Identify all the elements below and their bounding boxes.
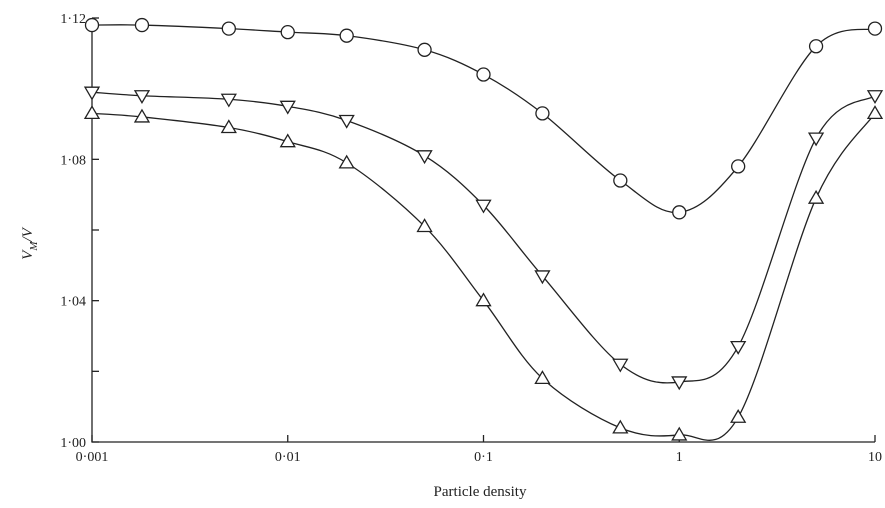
data-point-triangle-down	[612, 358, 629, 373]
data-point-circle	[134, 17, 150, 33]
x-tick-label: 10	[868, 450, 882, 465]
y-axis-ticks: 1·00 1·04 1·08 1·12	[60, 12, 99, 451]
data-point-triangle-down	[220, 93, 237, 108]
data-point-circle	[417, 42, 432, 57]
x-tick-label: 0·001	[76, 450, 109, 465]
series-line	[91, 112, 876, 441]
data-point-triangle-down	[534, 270, 551, 285]
y-tick-label: 1·08	[60, 153, 86, 168]
data-point-triangle-down	[133, 90, 151, 105]
data-point-triangle-up	[730, 408, 747, 423]
series-group	[83, 17, 884, 441]
series-triangle-down	[83, 86, 884, 391]
data-point-circle	[731, 159, 746, 174]
data-point-circle	[535, 106, 550, 121]
data-point-triangle-down	[866, 90, 884, 105]
data-point-triangle-up	[338, 154, 355, 169]
data-point-triangle-down	[279, 100, 296, 115]
y-tick-label: 1·04	[60, 295, 86, 310]
data-point-circle	[280, 24, 295, 40]
data-point-triangle-up	[83, 105, 101, 120]
svg-text:VM/V: VM/V	[20, 226, 40, 260]
data-point-triangle-up	[612, 419, 629, 434]
data-point-triangle-down	[807, 132, 825, 147]
data-point-triangle-up	[416, 218, 433, 233]
data-point-triangle-down	[338, 114, 355, 129]
data-point-triangle-up	[220, 119, 237, 134]
data-point-circle	[613, 173, 628, 188]
series-circle	[84, 17, 883, 220]
data-point-circle	[339, 28, 354, 43]
data-point-triangle-up	[807, 189, 825, 204]
data-point-circle	[84, 17, 100, 33]
data-point-triangle-down	[83, 86, 101, 101]
data-point-circle	[808, 39, 824, 54]
data-point-triangle-up	[671, 426, 688, 441]
data-point-triangle-down	[475, 199, 492, 214]
data-point-triangle-up	[534, 370, 551, 385]
data-point-triangle-up	[133, 108, 151, 123]
y-tick-label: 1·12	[60, 12, 86, 27]
data-point-circle	[867, 21, 883, 36]
x-tick-label: 0·01	[275, 450, 301, 465]
series-triangle-up	[83, 105, 884, 441]
series-line	[91, 91, 876, 384]
data-point-triangle-down	[730, 340, 747, 355]
y-tick-label: 1·00	[60, 436, 86, 451]
data-point-circle	[672, 205, 687, 220]
y-axis-title: VM/V	[20, 226, 40, 260]
x-tick-label: 1	[676, 450, 683, 465]
data-point-triangle-down	[671, 376, 688, 391]
data-point-triangle-up	[866, 105, 884, 120]
x-tick-label: 0·1	[474, 450, 493, 465]
data-point-triangle-up	[279, 133, 296, 148]
series-line	[91, 24, 876, 214]
x-axis-title: Particle density	[434, 484, 527, 500]
data-point-triangle-up	[475, 292, 492, 307]
x-axis-ticks: 0·001 0·01 0·1 1 10	[76, 435, 882, 465]
data-point-circle	[221, 21, 236, 36]
data-point-circle	[476, 67, 491, 82]
data-point-triangle-down	[416, 150, 433, 165]
